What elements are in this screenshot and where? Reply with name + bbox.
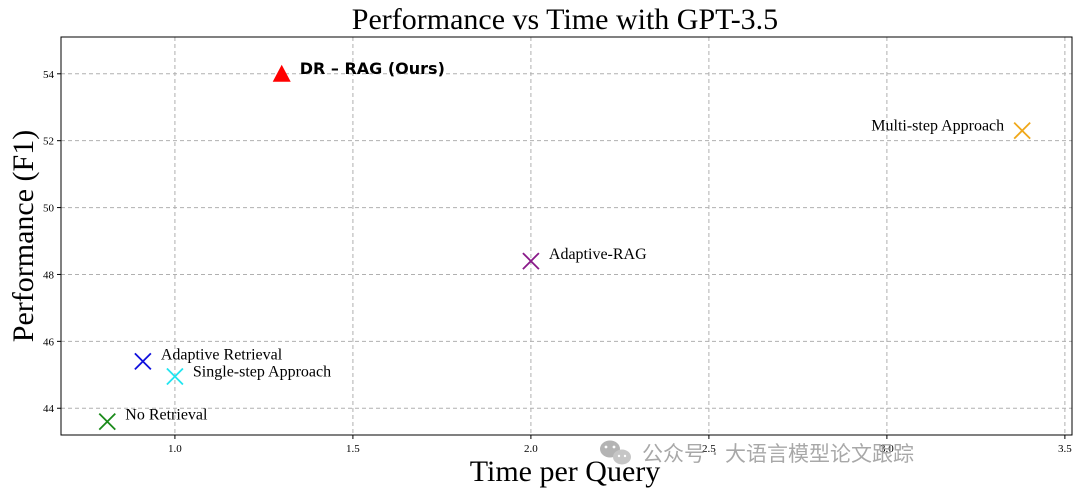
point-label: Adaptive-RAG (549, 246, 647, 263)
y-axis-label: Performance (F1) (7, 130, 40, 342)
axis-ticks: 1.0 1.5 2.0 2.5 3.0 3.5 44 46 48 50 52 54 (43, 69, 1072, 455)
data-point: Adaptive-RAG (522, 246, 647, 270)
x-tick-label: 3.5 (1058, 443, 1072, 455)
data-points: No Retrieval Adaptive RetrievalSingle-ste… (98, 59, 1031, 431)
x-marker (1013, 122, 1031, 140)
x-tick-label: 2.0 (524, 443, 538, 455)
data-point: DR – RAG (Ours) (272, 59, 445, 82)
data-point: Adaptive Retrieval (134, 346, 283, 371)
chart-title: Performance vs Time with GPT-3.5 (352, 3, 778, 36)
gridlines (61, 37, 1072, 435)
point-label: Multi-step Approach (871, 118, 1004, 135)
data-point: Multi-step Approach (871, 118, 1031, 140)
plot-frame (60, 36, 1073, 436)
y-tick-label: 52 (43, 136, 54, 148)
x-marker (98, 412, 116, 431)
point-label: No Retrieval (125, 407, 208, 424)
x-tick-label: 1.0 (168, 443, 182, 455)
point-label: DR – RAG (Ours) (300, 59, 445, 78)
y-tick-label: 54 (43, 69, 55, 81)
x-axis-label: Time per Query (470, 455, 661, 488)
point-label: Adaptive Retrieval (161, 346, 283, 363)
watermark-text: 公众号 · 大语言模型论文跟踪 (642, 442, 914, 466)
x-marker (134, 352, 152, 371)
watermark: 公众号 · 大语言模型论文跟踪 (600, 440, 914, 466)
point-label: Single-step Approach (193, 363, 331, 380)
y-tick-label: 50 (43, 203, 55, 215)
y-tick-label: 48 (43, 269, 55, 281)
x-marker (166, 367, 184, 386)
x-tick-label: 2.5 (702, 443, 716, 455)
y-tick-label: 44 (43, 403, 55, 415)
data-point: Single-step Approach (166, 363, 331, 386)
x-tick-label: 3.0 (880, 443, 894, 455)
data-point: No Retrieval (98, 407, 208, 431)
x-tick-label: 1.5 (346, 443, 360, 455)
triangle-marker (272, 64, 291, 82)
x-marker (522, 252, 540, 270)
y-tick-label: 46 (43, 336, 55, 348)
wechat-icon (600, 440, 631, 465)
